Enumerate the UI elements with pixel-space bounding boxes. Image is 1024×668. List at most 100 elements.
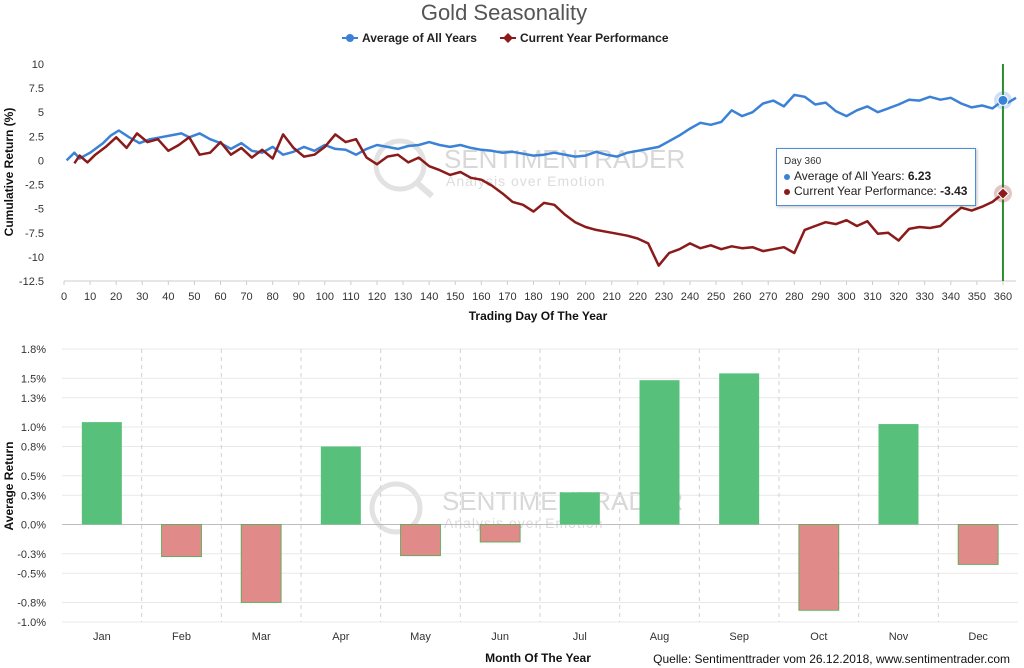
- line-x-tick-label: 50: [188, 291, 200, 303]
- source-caption: Quelle: Sentimenttrader vom 26.12.2018, …: [653, 652, 1010, 666]
- legend-avg-label[interactable]: Average of All Years: [362, 31, 477, 45]
- line-y-tick-label: -2.5: [25, 180, 44, 192]
- watermark-tagline: Analysis over Emotion: [446, 173, 606, 189]
- line-x-tick-label: 160: [472, 291, 490, 303]
- bar-x-tick-label: Nov: [889, 631, 909, 643]
- bar-y-tick-label: 0.5%: [21, 471, 46, 483]
- chart-title: Gold Seasonality: [421, 0, 587, 25]
- bar-y-tick-label: -0.8%: [17, 598, 46, 610]
- bar-y-tick-label: 1.0%: [21, 422, 46, 434]
- bar-y-tick-label: 1.3%: [21, 393, 46, 405]
- bar-y-tick-label: 0.8%: [21, 442, 46, 454]
- line-x-tick-label: 270: [759, 291, 777, 303]
- line-x-tick-label: 60: [214, 291, 226, 303]
- line-x-tick-label: 180: [524, 291, 542, 303]
- line-x-tick-label: 350: [968, 291, 986, 303]
- line-x-tick-label: 170: [498, 291, 516, 303]
- bar-x-tick-label: Jul: [573, 631, 587, 643]
- line-x-tick-label: 20: [110, 291, 122, 303]
- bar-x-tick-label: Mar: [252, 631, 271, 643]
- bar-x-tick-label: Jan: [93, 631, 111, 643]
- watermark-top: SENTIMENTRADER Analysis over Emotion: [373, 138, 685, 199]
- bar-y-tick-label: 0.3%: [21, 490, 46, 502]
- tooltip-avg-row: Average of All Years: 6.23: [784, 169, 968, 184]
- bar-jun: [479, 524, 521, 543]
- line-x-tick-label: 220: [629, 291, 647, 303]
- line-x-tick-label: 330: [916, 291, 934, 303]
- bar-aug: [639, 380, 680, 525]
- line-y-tick-label: 10: [32, 59, 44, 71]
- legend-current-swatch-marker: [503, 33, 513, 43]
- line-x-tick-label: 140: [420, 291, 438, 303]
- tooltip-avg-label: Average of All Years:: [794, 169, 908, 183]
- line-y-tick-label: -7.5: [25, 228, 44, 240]
- line-y-tick-label: 0: [38, 155, 44, 167]
- line-x-tick-label: 210: [603, 291, 621, 303]
- line-x-tick-label: 100: [316, 291, 334, 303]
- tooltip-day: Day 360: [784, 156, 822, 167]
- legend-avg-swatch-marker: [346, 34, 354, 42]
- current-line: [73, 132, 1004, 267]
- line-y-tick-label: -12.5: [19, 276, 44, 288]
- bar-x-tick-label: Dec: [968, 631, 988, 643]
- line-x-tick-label: 300: [837, 291, 855, 303]
- bar-x-tick-label: Aug: [650, 631, 670, 643]
- line-y-tick-label: 2.5: [29, 131, 44, 143]
- bar-apr: [320, 446, 361, 525]
- line-x-tick-label: 230: [655, 291, 673, 303]
- data-tooltip: Day 360 Average of All Years: 6.23 Curre…: [776, 148, 976, 206]
- tooltip-current-row: Current Year Performance: -3.43: [784, 184, 968, 199]
- line-x-tick-label: 150: [446, 291, 464, 303]
- tooltip-current-value: -3.43: [940, 184, 968, 198]
- bar-x-tick-label: May: [410, 631, 431, 643]
- line-x-tick-label: 240: [681, 291, 699, 303]
- bar-jul: [559, 492, 600, 525]
- bar-may: [400, 524, 441, 557]
- avg-hover-marker: [997, 94, 1009, 106]
- line-x-tick-label: 40: [162, 291, 174, 303]
- line-x-tick-label: 70: [240, 291, 252, 303]
- line-y-tick-label: -10: [28, 252, 44, 264]
- bar-feb: [161, 524, 202, 558]
- bar-y-tick-label: 1.5%: [21, 373, 46, 385]
- line-x-tick-label: 10: [84, 291, 96, 303]
- avg-line: [65, 93, 1017, 162]
- bar-chart-xlabel: Month Of The Year: [485, 651, 591, 665]
- tooltip-avg-value: 6.23: [907, 169, 932, 183]
- tooltip-current-dot: [784, 188, 790, 195]
- current-hover-marker: [996, 187, 1010, 200]
- line-y-tick-label: 5: [38, 107, 44, 119]
- legend: Average of All Years Current Year Perfor…: [342, 31, 669, 45]
- line-x-tick-label: 90: [293, 291, 305, 303]
- bar-y-tick-label: -0.3%: [17, 549, 46, 561]
- bar-y-tick-label: 1.8%: [21, 344, 46, 356]
- bar-x-tick-label: Feb: [172, 631, 191, 643]
- bar-x-tick-label: Sep: [729, 631, 749, 643]
- line-x-tick-label: 250: [707, 291, 725, 303]
- line-y-tick-label: -5: [34, 204, 44, 216]
- bar-chart-ylabel: Average Return: [2, 442, 16, 531]
- line-x-tick-label: 280: [785, 291, 803, 303]
- bar-jan: [81, 422, 122, 525]
- bar-sep: [719, 373, 760, 525]
- bar-oct: [798, 524, 840, 611]
- line-x-tick-label: 340: [942, 291, 960, 303]
- line-x-tick-label: 200: [576, 291, 594, 303]
- line-x-tick-label: 0: [61, 291, 67, 303]
- line-x-tick-label: 110: [342, 291, 360, 303]
- line-x-tick-label: 30: [136, 291, 148, 303]
- line-chart-ylabel: Cumulative Return (%): [2, 108, 16, 237]
- bar-dec: [957, 524, 999, 565]
- bar-mar: [240, 524, 282, 603]
- tooltip-avg-dot: [784, 173, 790, 180]
- line-x-tick-label: 320: [889, 291, 907, 303]
- line-x-tick-label: 80: [267, 291, 279, 303]
- bar-x-tick-label: Jun: [491, 631, 509, 643]
- line-chart-xlabel: Trading Day Of The Year: [469, 309, 608, 323]
- tooltip-current-label: Current Year Performance:: [794, 184, 941, 198]
- bar-x-tick-label: Apr: [332, 631, 349, 643]
- legend-current-label[interactable]: Current Year Performance: [520, 31, 669, 45]
- line-x-tick-label: 260: [733, 291, 751, 303]
- line-x-tick-label: 190: [550, 291, 568, 303]
- bar-y-tick-label: -0.5%: [17, 568, 46, 580]
